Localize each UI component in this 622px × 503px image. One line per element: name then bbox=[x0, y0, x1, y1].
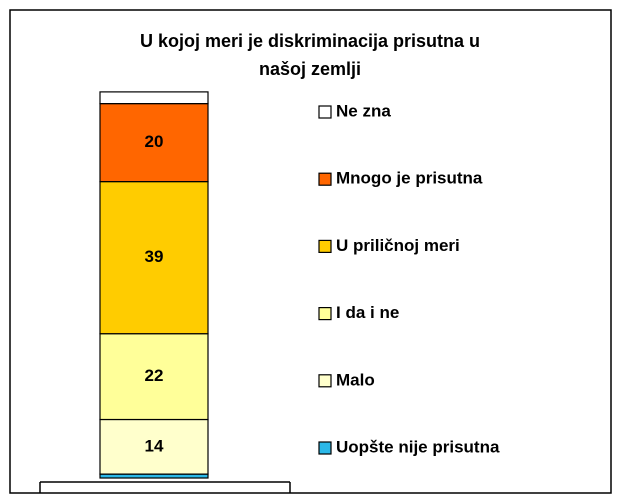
legend-label: Malo bbox=[336, 370, 375, 389]
legend-swatch bbox=[318, 105, 332, 119]
legend-label: U priličnoj meri bbox=[336, 236, 460, 255]
legend-swatch bbox=[318, 374, 332, 388]
legend-swatch bbox=[318, 239, 332, 253]
legend-label: I da i ne bbox=[336, 303, 399, 322]
chart-title: našoj zemlji bbox=[259, 59, 361, 79]
legend-label: Ne zna bbox=[336, 101, 391, 120]
data-label: 20 bbox=[145, 132, 164, 151]
bar-segment bbox=[99, 333, 209, 421]
data-label: 22 bbox=[145, 366, 164, 385]
bar-segment bbox=[99, 102, 209, 183]
bar-segment bbox=[99, 418, 209, 475]
data-label: 14 bbox=[145, 436, 164, 455]
chart-title: U kojoj meri je diskriminacija prisutna … bbox=[140, 31, 480, 51]
data-label: 39 bbox=[145, 247, 164, 266]
legend-label: Mnogo je prisutna bbox=[336, 169, 483, 188]
bar-segment bbox=[99, 91, 209, 105]
legend-swatch bbox=[318, 172, 332, 186]
bar-segment bbox=[99, 181, 209, 335]
legend-label: Uopšte nije prisutna bbox=[336, 437, 500, 456]
legend-swatch bbox=[318, 307, 332, 321]
legend-swatch bbox=[318, 441, 332, 455]
